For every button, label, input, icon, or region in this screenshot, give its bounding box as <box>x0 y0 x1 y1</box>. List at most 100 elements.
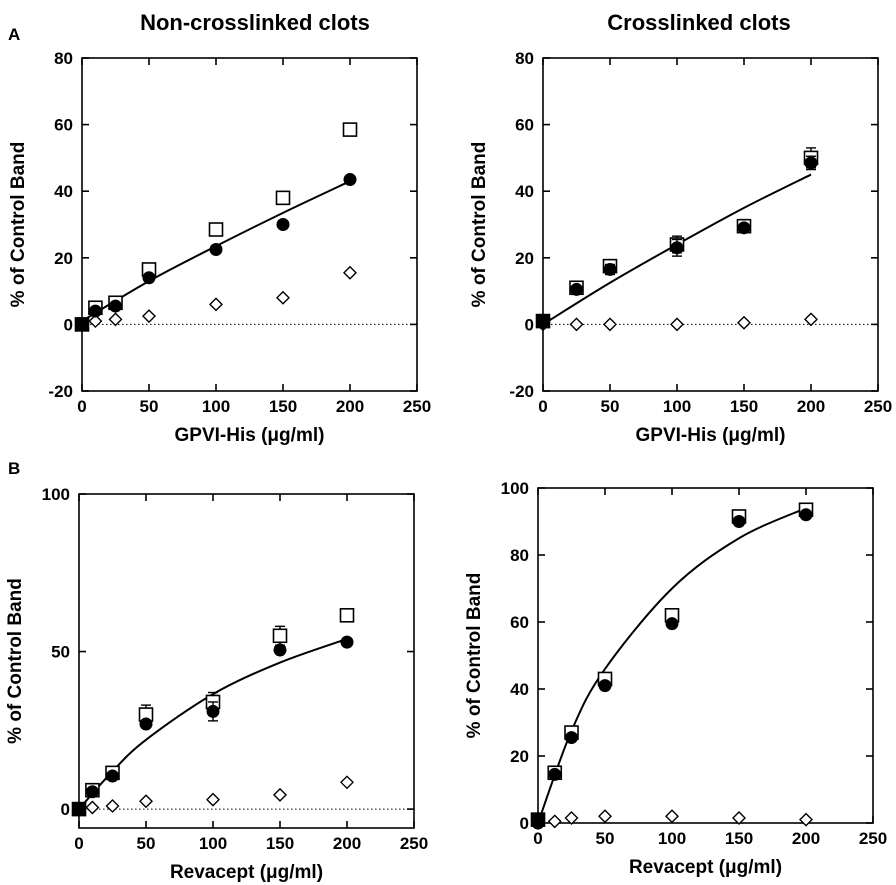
data-point-square <box>342 122 358 137</box>
data-point-diamond <box>276 290 290 305</box>
x-tick-label: 100 <box>658 829 686 848</box>
data-point-square <box>208 222 224 237</box>
panel-letter-b: B <box>8 459 20 478</box>
x-axis-title: Revacept (μg/ml) <box>629 857 782 878</box>
data-point-circle <box>109 299 122 313</box>
x-tick-label: 50 <box>601 397 620 416</box>
data-point-circle <box>106 769 119 783</box>
y-tick-label: 40 <box>510 680 529 699</box>
data-point-diamond <box>547 814 562 829</box>
data-point-circle <box>670 241 684 255</box>
y-axis-title: % of Control Band <box>5 578 26 744</box>
data-point-circle <box>598 679 612 693</box>
data-point-circle <box>548 767 562 781</box>
data-point-circle <box>804 156 818 170</box>
data-point-circle <box>536 316 550 330</box>
y-tick-label: 80 <box>515 49 534 68</box>
y-axis-title: % of Control Band <box>469 142 490 308</box>
data-point-diamond <box>598 809 612 824</box>
data-point-circle <box>665 617 679 631</box>
panel-letter-a: A <box>8 25 20 44</box>
y-tick-label: 0 <box>61 800 70 819</box>
y-tick-label: -20 <box>509 382 534 401</box>
y-tick-label: 50 <box>51 643 70 662</box>
chart-b-non-crosslinked: 0 50 100 150 200 250 0 50 100 Revacept (μg/ml) % o… <box>5 485 428 883</box>
data-point-circle <box>72 802 86 816</box>
data-point-circle <box>276 218 290 231</box>
data-point-diamond <box>343 265 357 280</box>
x-tick-label: 200 <box>333 834 361 853</box>
y-tick-label: 20 <box>515 249 534 268</box>
y-tick-label: 60 <box>510 613 529 632</box>
data-point-diamond <box>142 309 156 324</box>
x-tick-label: 50 <box>137 834 156 853</box>
x-axis-title: GPVI-His (μg/ml) <box>175 425 325 446</box>
x-tick-label: 50 <box>596 829 615 848</box>
data-point-diamond <box>139 794 153 809</box>
data-point-diamond <box>564 810 579 825</box>
y-tick-label: 0 <box>520 814 529 833</box>
x-tick-label: 200 <box>792 829 820 848</box>
y-tick-label: 80 <box>510 546 529 565</box>
data-point-circle <box>88 304 102 318</box>
data-point-circle <box>799 508 813 522</box>
x-tick-label: 100 <box>663 397 691 416</box>
x-tick-label: 150 <box>269 397 297 416</box>
x-tick-label: 200 <box>797 397 825 416</box>
y-axis-title: % of Control Band <box>8 142 29 308</box>
data-point-circle <box>75 317 89 331</box>
y-tick-label: 0 <box>525 315 534 334</box>
data-point-diamond <box>108 312 123 327</box>
y-tick-label: 40 <box>515 182 534 201</box>
data-point-diamond <box>799 812 813 827</box>
data-point-diamond <box>804 312 818 327</box>
plot-frame <box>542 57 879 392</box>
x-tick-label: 0 <box>538 397 547 416</box>
data-point-diamond <box>105 798 120 813</box>
data-point-square <box>275 190 291 206</box>
data-point-diamond <box>732 810 746 825</box>
column-title-non-crosslinked: Non-crosslinked clots <box>140 10 370 35</box>
data-point-diamond <box>603 317 617 332</box>
y-tick-label: 20 <box>510 747 529 766</box>
data-point-circle <box>85 785 99 799</box>
x-tick-label: 250 <box>864 397 892 416</box>
plot-frame <box>537 487 874 824</box>
y-tick-label: 20 <box>54 249 73 268</box>
y-tick-label: 60 <box>54 116 73 135</box>
x-tick-label: 100 <box>202 397 230 416</box>
data-point-diamond <box>85 800 100 815</box>
data-point-circle <box>531 816 545 830</box>
x-tick-label: 0 <box>77 397 86 416</box>
data-point-square <box>272 628 288 644</box>
data-point-diamond <box>737 315 751 330</box>
y-tick-label: 80 <box>54 49 73 68</box>
data-point-diamond <box>665 809 679 824</box>
x-tick-label: 50 <box>140 397 159 416</box>
data-point-circle <box>273 643 287 657</box>
x-tick-label: 250 <box>400 834 428 853</box>
data-point-circle <box>209 242 223 256</box>
data-point-diamond <box>209 297 223 312</box>
data-point-circle <box>570 282 583 296</box>
x-tick-label: 150 <box>266 834 294 853</box>
x-tick-label: 100 <box>199 834 227 853</box>
data-point-circle <box>603 262 617 276</box>
data-point-diamond <box>569 317 584 332</box>
x-tick-label: 0 <box>74 834 83 853</box>
data-point-diamond <box>273 787 287 802</box>
y-tick-label: 100 <box>501 479 529 498</box>
data-point-diamond <box>670 317 684 332</box>
data-point-circle <box>340 635 354 649</box>
x-axis-title: GPVI-His (μg/ml) <box>636 425 786 446</box>
x-axis-title: Revacept (μg/ml) <box>170 862 323 883</box>
x-tick-label: 150 <box>730 397 758 416</box>
x-tick-label: 0 <box>533 829 542 848</box>
data-point-circle <box>565 731 578 745</box>
data-point-diamond <box>340 775 354 790</box>
data-point-circle <box>732 515 746 528</box>
data-point-square <box>339 608 355 623</box>
x-tick-label: 250 <box>403 397 431 416</box>
